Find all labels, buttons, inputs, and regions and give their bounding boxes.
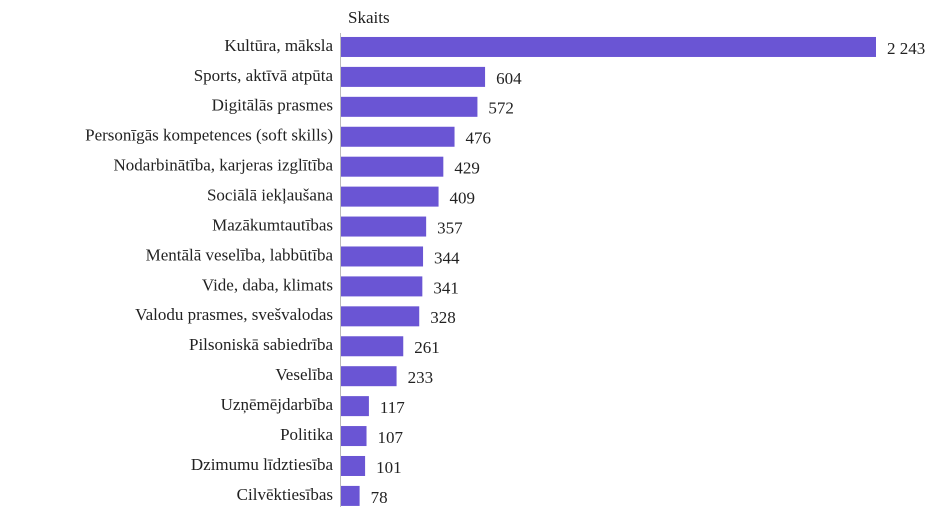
category-label: Pilsoniskā sabiedrība xyxy=(189,335,333,354)
category-label: Dzimumu līdztiesība xyxy=(191,455,334,474)
category-label: Uzņēmējdarbība xyxy=(221,395,334,414)
category-label: Sports, aktīvā atpūta xyxy=(194,66,334,85)
category-label: Personīgās kompetences (soft skills) xyxy=(85,126,333,145)
bar xyxy=(341,306,420,327)
bar xyxy=(341,366,397,387)
bar xyxy=(341,455,366,476)
bar xyxy=(341,96,478,117)
value-label: 78 xyxy=(371,488,388,507)
category-label: Digitālās prasmes xyxy=(212,96,333,115)
category-label: Mentālā veselība, labbūtība xyxy=(146,245,334,264)
category-label: Valodu prasmes, svešvalodas xyxy=(135,305,333,324)
category-label: Cilvēktiesības xyxy=(237,485,333,504)
category-label: Veselība xyxy=(275,365,333,384)
value-label: 261 xyxy=(414,338,440,357)
bar xyxy=(341,36,876,57)
category-label: Nodarbinātība, karjeras izglītība xyxy=(114,156,334,175)
bar xyxy=(341,156,444,177)
value-label: 429 xyxy=(454,159,480,178)
value-label: 107 xyxy=(378,428,404,447)
bar xyxy=(341,426,367,447)
category-label: Mazākumtautības xyxy=(212,215,333,234)
bar xyxy=(341,396,369,417)
bar xyxy=(341,186,439,207)
category-label: Sociālā iekļaušana xyxy=(207,186,333,205)
value-label: 409 xyxy=(450,189,476,208)
value-label: 233 xyxy=(408,368,434,387)
bar xyxy=(341,276,423,297)
value-label: 117 xyxy=(380,398,405,417)
value-label: 357 xyxy=(437,218,463,237)
value-label: 476 xyxy=(466,129,492,148)
bar xyxy=(341,66,486,87)
bar xyxy=(341,485,360,506)
value-label: 344 xyxy=(434,248,460,267)
value-label: 101 xyxy=(376,458,402,477)
category-label: Politika xyxy=(280,425,333,444)
axis-title: Skaits xyxy=(348,8,390,27)
bar xyxy=(341,246,424,267)
bar xyxy=(341,336,404,357)
value-label: 604 xyxy=(496,69,522,88)
bar xyxy=(341,126,455,147)
value-label: 328 xyxy=(430,308,456,327)
value-label: 341 xyxy=(433,278,459,297)
bar xyxy=(341,216,427,237)
value-label: 572 xyxy=(488,99,514,118)
category-label: Vide, daba, klimats xyxy=(202,275,333,294)
category-label: Kultūra, māksla xyxy=(224,36,333,55)
value-label: 2 243 xyxy=(887,39,925,58)
